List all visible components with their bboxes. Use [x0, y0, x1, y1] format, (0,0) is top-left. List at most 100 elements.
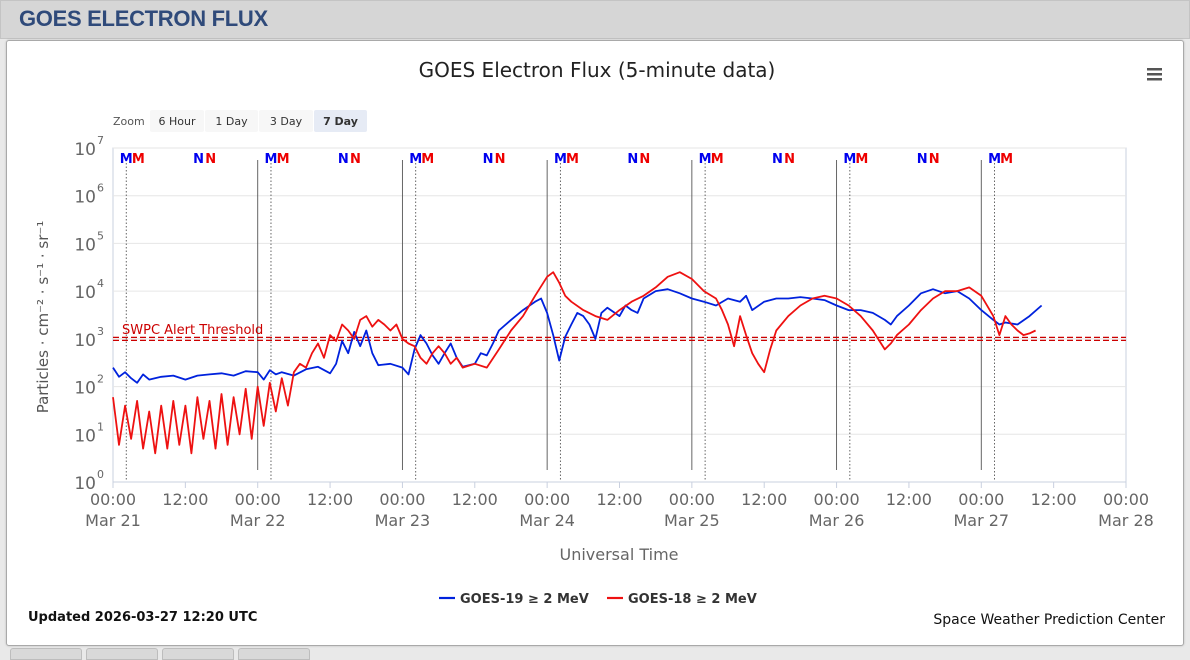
bottom-tab[interactable] [238, 648, 310, 660]
series-lines [112, 271, 1043, 455]
y-tick-label: 10 [74, 474, 96, 494]
x-tick-time: 12:00 [307, 490, 353, 509]
x-tick-date: Mar 26 [809, 511, 865, 530]
y-tick-exponent: 4 [97, 277, 104, 290]
series-line-goes18 [112, 271, 1036, 455]
marker-m: M [277, 152, 290, 167]
updated-timestamp: Updated 2026-03-27 12:20 UTC [28, 610, 257, 625]
x-axis: 00:00 Mar 21 12:00 00:00 Mar 22 12:00 00:00 Mar… [85, 481, 1154, 530]
zoom-button-7-day[interactable]: 7 Day [314, 110, 367, 132]
zoom-button-bg [150, 110, 204, 132]
x-tick-time: 12:00 [886, 490, 932, 509]
x-tick-time: 12:00 [162, 490, 208, 509]
y-tick-exponent: 7 [97, 134, 104, 147]
marker-n: N [627, 152, 638, 167]
zoom-button-label: 1 Day [215, 115, 248, 128]
marker-n: N [193, 152, 204, 167]
y-tick-label: 10 [74, 379, 96, 399]
bottom-tab[interactable] [162, 648, 234, 660]
marker-m: M [132, 152, 145, 167]
x-tick-time: 00:00 [814, 490, 860, 509]
x-tick-date: Mar 27 [953, 511, 1009, 530]
zoom-button-label: 6 Hour [159, 115, 196, 128]
x-tick-time: 12:00 [452, 490, 498, 509]
legend: GOES-19 ≥ 2 MeV GOES-18 ≥ 2 MeV [439, 592, 757, 607]
zoom-label: Zoom [113, 115, 145, 128]
x-tick-date: Mar 22 [230, 511, 286, 530]
marker-n: N [639, 152, 650, 167]
x-tick-date: Mar 24 [519, 511, 575, 530]
marker-n: N [483, 152, 494, 167]
x-tick-time: 12:00 [596, 490, 642, 509]
marker-m: M [120, 152, 133, 167]
marker-m: M [711, 152, 724, 167]
x-tick-time: 00:00 [524, 490, 570, 509]
chart-panel: GOES Electron Flux (5-minute data) Zoom … [6, 40, 1184, 646]
y-tick-label: 10 [74, 188, 96, 208]
zoom-button-label: 7 Day [323, 115, 358, 128]
x-tick-date: Mar 23 [375, 511, 431, 530]
marker-m: M [855, 152, 868, 167]
zoom-button-bg [205, 110, 258, 132]
bottom-tab[interactable] [10, 648, 82, 660]
threshold-line [113, 336, 1126, 342]
marker-m: M [566, 152, 579, 167]
marker-m: M [988, 152, 1001, 167]
marker-m: M [409, 152, 422, 167]
x-tick-time: 00:00 [379, 490, 425, 509]
marker-m: M [699, 152, 712, 167]
zoom-button-3-day[interactable]: 3 Day [259, 110, 313, 132]
hamburger-menu-icon[interactable] [1145, 65, 1163, 83]
marker-n: N [917, 152, 928, 167]
y-tick-exponent: 3 [97, 325, 104, 338]
x-tick-time: 12:00 [741, 490, 787, 509]
chart-title: GOES Electron Flux (5-minute data) [419, 58, 776, 82]
page-title: GOES ELECTRON FLUX [19, 6, 268, 31]
marker-m: M [843, 152, 856, 167]
x-axis-label: Universal Time [559, 545, 678, 564]
y-tick-exponent: 6 [97, 182, 104, 195]
legend-item-goes18[interactable]: GOES-18 ≥ 2 MeV [607, 592, 757, 607]
x-tick-time: 00:00 [235, 490, 281, 509]
zoom-button-6-hour[interactable]: 6 Hour [150, 110, 204, 132]
page-header: GOES ELECTRON FLUX [0, 0, 1190, 39]
x-tick-time: 00:00 [1103, 490, 1149, 509]
x-tick-time: 00:00 [90, 490, 136, 509]
legend-label: GOES-19 ≥ 2 MeV [460, 592, 589, 607]
x-tick-date: Mar 21 [85, 511, 141, 530]
marker-m: M [421, 152, 434, 167]
marker-n: N [205, 152, 216, 167]
marker-m: M [265, 152, 278, 167]
x-tick-date: Mar 25 [664, 511, 720, 530]
electron-flux-chart: GOES Electron Flux (5-minute data) Zoom … [28, 58, 1165, 628]
marker-m: M [1000, 152, 1013, 167]
y-tick-exponent: 2 [97, 373, 104, 386]
zoom-button-bg [259, 110, 313, 132]
x-tick-date: Mar 28 [1098, 511, 1154, 530]
y-tick-label: 10 [74, 283, 96, 303]
y-tick-label: 10 [74, 235, 96, 255]
y-tick-label: 10 [74, 140, 96, 160]
y-tick-label: 10 [74, 426, 96, 446]
marker-n: N [338, 152, 349, 167]
y-axis-label: Particles · cm⁻² · s⁻¹ · sr⁻¹ [34, 221, 52, 414]
y-tick-exponent: 1 [97, 420, 104, 433]
magnetopause-markers: M M M M M M MM M M M M M MN N N N N NN N N N N N [120, 152, 1013, 167]
marker-m: M [554, 152, 567, 167]
marker-n: N [784, 152, 795, 167]
y-tick-label: 10 [74, 331, 96, 351]
legend-label: GOES-18 ≥ 2 MeV [628, 592, 757, 607]
y-tick-exponent: 0 [97, 468, 104, 481]
marker-n: N [495, 152, 506, 167]
zoom-button-bg [314, 110, 367, 132]
y-tick-exponent: 5 [97, 229, 104, 242]
bottom-tabs [10, 648, 310, 660]
marker-n: N [350, 152, 361, 167]
zoom-button-1-day[interactable]: 1 Day [205, 110, 258, 132]
bottom-tab[interactable] [86, 648, 158, 660]
threshold-label: SWPC Alert Threshold [122, 323, 263, 338]
legend-item-goes19[interactable]: GOES-19 ≥ 2 MeV [439, 592, 589, 607]
x-tick-time: 12:00 [1031, 490, 1077, 509]
x-tick-time: 00:00 [669, 490, 715, 509]
